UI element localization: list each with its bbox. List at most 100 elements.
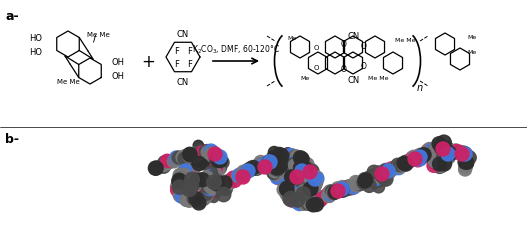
Circle shape [206,146,219,159]
Circle shape [363,174,376,187]
Circle shape [436,142,449,155]
Circle shape [287,171,300,183]
Text: Me Me: Me Me [368,75,388,80]
Circle shape [375,169,389,182]
Circle shape [299,158,313,171]
Circle shape [434,160,446,173]
Circle shape [428,144,442,157]
Circle shape [431,145,442,155]
Circle shape [436,154,448,167]
Circle shape [366,172,379,185]
Circle shape [206,171,219,184]
Circle shape [428,155,442,168]
Circle shape [213,162,227,175]
Circle shape [227,172,240,184]
Circle shape [440,151,452,164]
Circle shape [327,187,340,200]
Circle shape [284,189,297,202]
Circle shape [382,166,395,179]
Circle shape [463,151,476,165]
Circle shape [167,155,180,168]
Circle shape [441,151,454,164]
Circle shape [294,179,305,190]
Circle shape [259,157,272,170]
Circle shape [458,147,472,161]
Circle shape [269,154,282,168]
Circle shape [242,164,255,176]
Circle shape [193,147,206,160]
Circle shape [289,151,302,164]
Circle shape [276,172,289,185]
Circle shape [275,158,287,171]
Circle shape [258,160,272,174]
Circle shape [344,180,356,194]
Circle shape [455,147,469,161]
Circle shape [379,168,392,180]
Circle shape [305,198,317,211]
Circle shape [426,144,440,157]
Circle shape [298,188,309,200]
Circle shape [173,186,186,199]
Circle shape [174,172,187,185]
Circle shape [192,157,206,171]
Circle shape [289,181,299,191]
Circle shape [149,162,162,175]
Circle shape [282,188,295,201]
Circle shape [211,154,225,168]
Circle shape [180,194,193,207]
Circle shape [442,149,455,162]
Circle shape [381,164,395,178]
Circle shape [366,170,378,182]
Circle shape [298,161,311,174]
Circle shape [370,170,383,182]
Circle shape [412,150,425,163]
Circle shape [290,151,303,164]
Circle shape [188,181,198,192]
Circle shape [379,164,392,177]
Circle shape [173,179,186,192]
Circle shape [284,186,297,199]
Circle shape [267,152,277,162]
Circle shape [269,155,281,168]
Circle shape [173,179,187,192]
Circle shape [154,161,167,174]
Circle shape [438,145,451,158]
Circle shape [323,190,336,203]
Circle shape [289,168,302,181]
Circle shape [433,161,446,174]
Circle shape [197,193,210,206]
Circle shape [294,152,307,165]
Circle shape [175,191,188,204]
Circle shape [189,147,202,161]
Circle shape [435,160,448,173]
Circle shape [432,141,445,154]
Circle shape [321,188,334,201]
Circle shape [336,184,349,197]
Circle shape [279,186,292,199]
Circle shape [287,157,300,170]
Circle shape [225,174,238,187]
Circle shape [276,172,288,185]
Circle shape [432,143,443,154]
Circle shape [445,146,458,159]
Text: Me: Me [300,75,310,80]
Circle shape [370,171,384,184]
Circle shape [322,190,335,202]
Circle shape [308,196,321,209]
Circle shape [441,147,454,160]
Circle shape [434,140,448,154]
Circle shape [442,144,455,157]
Circle shape [368,171,381,184]
Circle shape [267,166,280,179]
Circle shape [375,167,389,181]
Circle shape [287,190,300,203]
Circle shape [431,142,444,154]
Text: CN: CN [348,75,360,84]
Circle shape [274,149,289,163]
Circle shape [184,173,199,187]
Circle shape [295,164,309,178]
Text: K$_2$CO$_3$, DMF, 60-120°C: K$_2$CO$_3$, DMF, 60-120°C [192,44,280,56]
Circle shape [187,193,200,205]
Circle shape [253,158,266,171]
Circle shape [438,148,448,158]
